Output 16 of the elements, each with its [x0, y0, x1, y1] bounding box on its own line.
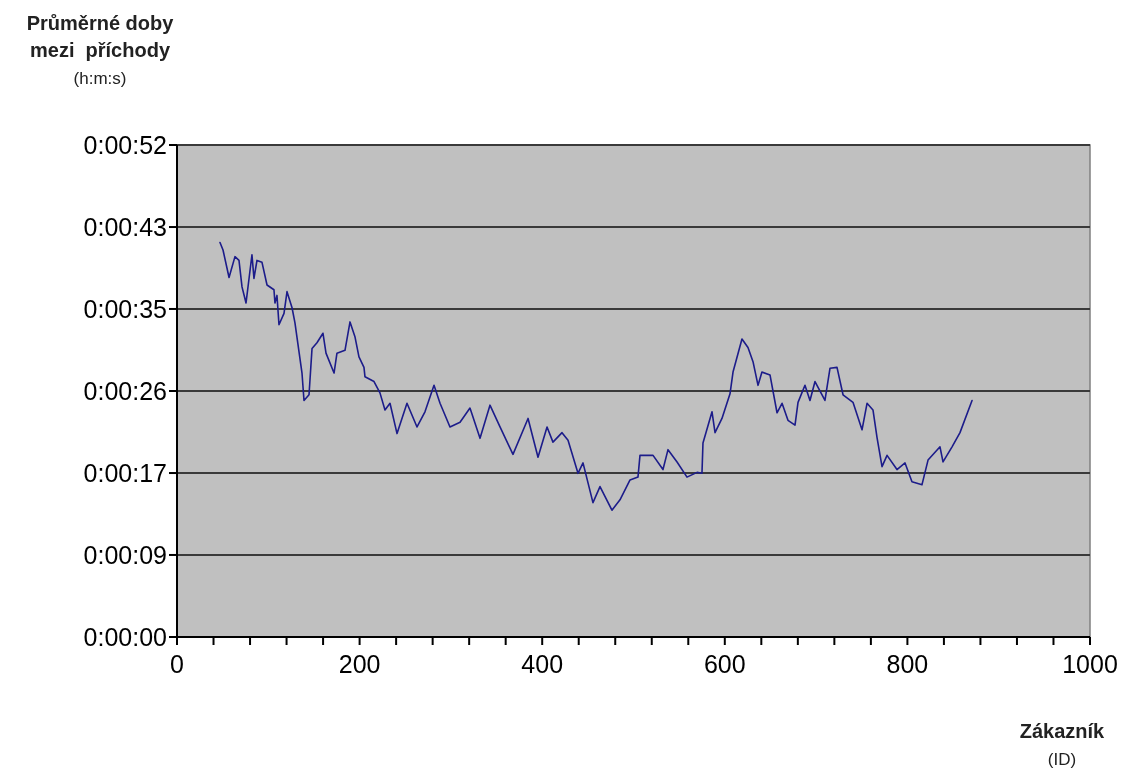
x-tick-label: 400 [521, 650, 564, 678]
y-tick-label: 0:00:17 [83, 458, 167, 487]
y-tick-label: 0:00:09 [83, 540, 167, 569]
line-series [219, 241, 973, 512]
x-tick-label: 600 [703, 650, 746, 678]
y-tick-label: 0:00:26 [83, 376, 167, 405]
y-tick-label: 0:00:00 [83, 622, 167, 651]
y-tick-label: 0:00:43 [83, 212, 167, 241]
y-tick-label: 0:00:35 [83, 294, 167, 323]
x-tick-label: 0 [170, 650, 184, 678]
x-tick-label: 800 [886, 650, 929, 678]
y-tick-label: 0:00:52 [83, 130, 167, 159]
x-tick-label: 200 [338, 650, 381, 678]
x-axis-title: Zákazník (ID) [1019, 720, 1106, 769]
y-axis-title: Průměrné doby mezi příchody (h:m:s) [26, 12, 175, 88]
x-tick-label: 1000 [1062, 650, 1118, 678]
